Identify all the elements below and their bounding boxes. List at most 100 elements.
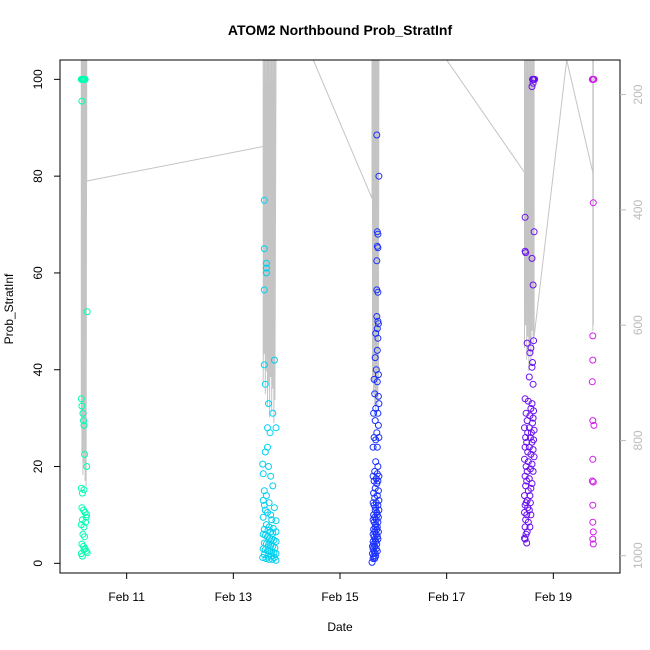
- right-tick-label: 400: [631, 200, 645, 220]
- data-point: [531, 75, 539, 83]
- data-point: [528, 83, 536, 91]
- data-point: [265, 463, 272, 470]
- data-point: [80, 546, 88, 554]
- data-point: [374, 463, 382, 470]
- data-point: [267, 472, 275, 480]
- series-1: [77, 75, 91, 560]
- data-point: [529, 467, 537, 475]
- data-point: [370, 409, 378, 417]
- data-point: [528, 400, 536, 408]
- data-point: [374, 392, 382, 400]
- data-point: [528, 254, 536, 262]
- data-point: [262, 259, 270, 267]
- series-5: [588, 75, 598, 548]
- data-point: [589, 518, 597, 526]
- data-point: [265, 555, 273, 563]
- data-point: [524, 518, 532, 526]
- y-tick-label: 40: [31, 363, 45, 377]
- data-point: [590, 75, 598, 83]
- data-point: [521, 535, 529, 543]
- data-point: [523, 339, 531, 347]
- x-tick-label: Feb 17: [428, 590, 466, 604]
- data-point: [80, 486, 88, 494]
- data-point: [528, 480, 536, 487]
- data-point: [375, 172, 383, 180]
- data-point: [259, 470, 267, 478]
- data-point: [260, 286, 268, 294]
- x-tick-label: Feb 13: [215, 590, 253, 604]
- data-point: [260, 196, 268, 204]
- data-point: [259, 554, 267, 561]
- data-point: [590, 421, 598, 429]
- data-point: [375, 400, 383, 408]
- data-point: [589, 528, 597, 536]
- data-point: [80, 421, 88, 429]
- data-point: [521, 424, 528, 432]
- data-point: [78, 552, 86, 560]
- data-point: [529, 380, 537, 388]
- data-point: [81, 450, 88, 458]
- y-axis-label: Prob_StratInf: [2, 273, 16, 344]
- x-axis-label: Date: [327, 620, 353, 634]
- y-tick-label: 100: [31, 69, 45, 89]
- data-point: [264, 443, 271, 451]
- data-point: [589, 478, 597, 486]
- data-point: [80, 417, 87, 425]
- data-point: [589, 455, 597, 463]
- right-tick-label: 200: [631, 84, 645, 104]
- data-point: [589, 199, 597, 207]
- pressure-trace-line: [80, 59, 594, 487]
- data-point: [529, 359, 536, 366]
- data-point: [530, 228, 538, 236]
- data-point: [259, 460, 267, 468]
- data-point: [522, 409, 530, 417]
- data-point: [373, 131, 381, 139]
- data-point: [78, 97, 86, 105]
- data-point: [368, 558, 376, 566]
- y-tick-label: 80: [31, 169, 45, 183]
- data-point: [268, 555, 276, 563]
- data-point: [522, 434, 530, 441]
- data-point: [373, 257, 381, 265]
- data-point: [526, 349, 534, 357]
- data-point: [372, 436, 380, 444]
- chart-title: ATOM2 Northbound Prob_StratInf: [228, 22, 453, 38]
- data-point: [589, 417, 597, 425]
- data-point: [522, 530, 530, 538]
- data-point: [374, 409, 382, 417]
- data-point: [261, 380, 269, 388]
- data-point: [269, 482, 277, 490]
- data-point: [83, 308, 91, 316]
- data-point: [529, 281, 537, 289]
- data-point: [374, 288, 382, 296]
- data-point: [269, 409, 277, 417]
- data-point: [262, 555, 270, 562]
- data-point: [525, 443, 533, 451]
- data-point: [524, 397, 532, 405]
- data-point: [78, 402, 86, 410]
- data-point: [524, 487, 532, 495]
- data-point: [589, 501, 597, 509]
- data-point: [259, 513, 267, 521]
- axes: 0 20 40 60 80 100 Feb 11 Feb 13 Feb 15 Feb 17 Feb …: [31, 59, 645, 604]
- data-point: [373, 325, 381, 333]
- data-point: [369, 443, 377, 451]
- data-point: [266, 429, 274, 437]
- data-point: [272, 528, 280, 536]
- data-point: [529, 79, 537, 87]
- data-point: [374, 334, 382, 342]
- pressure-trace: [80, 59, 594, 487]
- data-point: [528, 460, 536, 468]
- data-point: [261, 506, 269, 514]
- data-point: [529, 419, 536, 427]
- data-point: [81, 75, 89, 83]
- data-point: [77, 395, 85, 403]
- data-point: [272, 424, 280, 432]
- data-point: [267, 511, 275, 519]
- data-point: [373, 313, 381, 320]
- series-3: [368, 131, 383, 566]
- data-point: [374, 244, 382, 252]
- x-tick-label: Feb 19: [535, 590, 573, 604]
- data-point: [589, 332, 597, 340]
- data-point: [374, 230, 382, 238]
